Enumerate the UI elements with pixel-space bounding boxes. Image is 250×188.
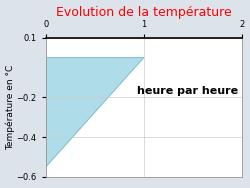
Y-axis label: Température en °C: Température en °C (6, 65, 15, 150)
Title: Evolution de la température: Evolution de la température (56, 6, 232, 19)
Polygon shape (46, 58, 144, 167)
Text: heure par heure: heure par heure (137, 86, 238, 96)
